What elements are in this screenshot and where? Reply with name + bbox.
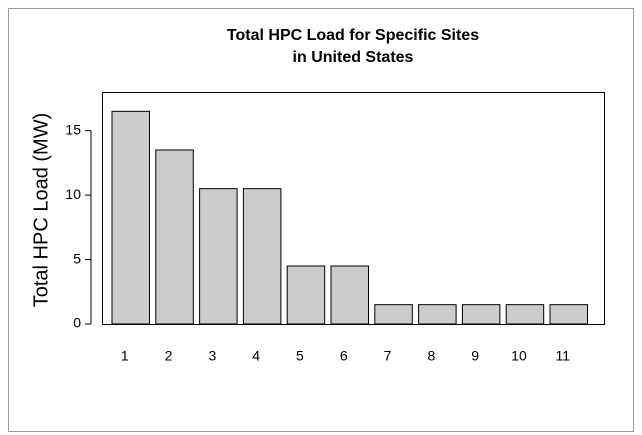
bar [505,304,545,325]
x-tick-label: 3 [208,348,216,364]
x-tick-label: 10 [511,348,527,364]
bar [155,149,194,325]
x-tick-label: 7 [384,348,392,364]
chart-title: in United States [293,49,414,66]
y-tick-label: 0 [73,315,81,331]
x-tick-label: 8 [427,348,435,364]
x-tick-label: 2 [165,348,173,364]
x-tick-label: 11 [555,348,570,364]
bar [242,188,282,325]
bar [111,110,150,325]
y-axis-label: Total HPC Load (MW) [30,113,52,308]
bar [286,265,326,325]
x-tick-label: 6 [340,348,348,364]
y-tick-label: 15 [65,121,81,137]
bar [374,304,413,325]
bar [418,304,457,325]
x-tick-label: 5 [296,348,304,364]
bar [199,188,238,325]
y-tick-label: 5 [73,250,81,266]
x-tick-label: 9 [471,348,479,364]
y-tick-label: 10 [65,186,81,202]
x-tick-label: 1 [121,348,129,364]
bar [461,304,501,325]
chart-title: Total HPC Load for Specific Sites [227,27,479,44]
bar [549,304,588,325]
x-tick-label: 4 [252,348,260,364]
bar [330,265,369,325]
